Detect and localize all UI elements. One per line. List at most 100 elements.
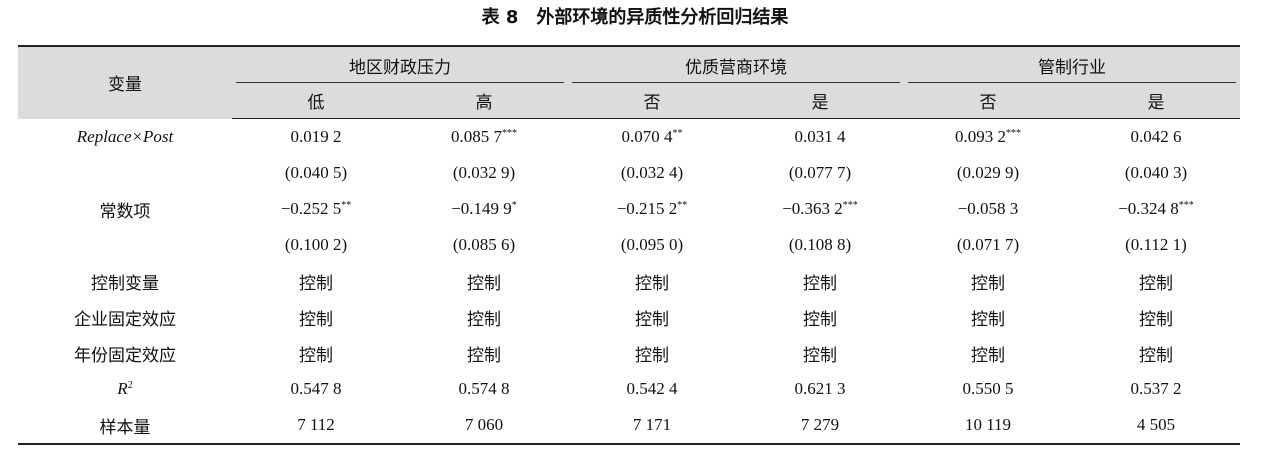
table-row: 控制变量 控制 控制 控制 控制 控制 控制 <box>18 263 1240 299</box>
cell: 0.542 4 <box>626 379 678 398</box>
cell: (0.077 7) <box>788 163 852 182</box>
cell: (0.032 9) <box>452 163 516 182</box>
sub-header: 否 <box>904 83 1072 119</box>
cell: 0.019 2 <box>290 127 342 146</box>
cell: −0.215 2** <box>568 191 736 227</box>
cell-text: 0.070 4 <box>621 127 673 146</box>
cell-text: −0.149 9 <box>451 199 512 218</box>
cell: 控制 <box>971 345 1005 365</box>
cell: 10 119 <box>964 415 1012 434</box>
cell: 0.547 8 <box>290 379 342 398</box>
sub-header: 是 <box>1072 83 1240 119</box>
cell: 控制 <box>971 309 1005 329</box>
superscript: *** <box>502 128 517 139</box>
table-row: 年份固定效应 控制 控制 控制 控制 控制 控制 <box>18 335 1240 371</box>
superscript: *** <box>1178 200 1194 211</box>
superscript: * <box>511 200 517 211</box>
superscript: ** <box>672 128 683 139</box>
sub-header: 高 <box>400 83 568 119</box>
cell: 控制 <box>467 309 501 329</box>
cell: 控制 <box>299 345 333 365</box>
cell-text: −0.252 5 <box>280 199 342 218</box>
superscript: *** <box>1006 128 1021 139</box>
row-label: 常数项 <box>99 201 151 221</box>
sub-header: 否 <box>568 83 736 119</box>
row-label <box>18 227 232 263</box>
cell: −0.252 5** <box>232 191 400 227</box>
cell: 控制 <box>1139 309 1173 329</box>
cell-text: −0.215 2 <box>616 199 678 218</box>
row-label: 企业固定效应 <box>74 309 176 329</box>
cell: 0.070 4** <box>568 119 736 156</box>
cell: 控制 <box>803 309 837 329</box>
cell-text: 0.085 7 <box>451 127 502 146</box>
cell: 7 279 <box>800 415 840 434</box>
cell: 控制 <box>635 273 669 293</box>
cell-text: −0.363 2 <box>782 199 843 218</box>
table-body: Replace×Post 0.019 2 0.085 7*** 0.070 4** 0.… <box>18 119 1240 445</box>
cell: (0.100 2) <box>284 235 348 254</box>
table-title: 表 8 外部环境的异质性分析回归结果 <box>481 7 789 28</box>
cell: 0.093 2*** <box>904 119 1072 156</box>
cell-text: −0.324 8 <box>1118 199 1179 218</box>
cell: (0.029 9) <box>956 163 1020 182</box>
cell: 4 505 <box>1136 415 1176 434</box>
superscript: ** <box>341 200 352 211</box>
cell: 控制 <box>635 309 669 329</box>
cell: 0.621 3 <box>794 379 846 398</box>
cell: 控制 <box>803 345 837 365</box>
table-row: R2 0.547 8 0.574 8 0.542 4 0.621 3 0.550 5 0.5… <box>18 371 1240 407</box>
cell: −0.149 9* <box>400 191 568 227</box>
group-header: 管制行业 <box>904 46 1240 83</box>
cell: (0.040 5) <box>284 163 348 182</box>
cell: 0.085 7*** <box>400 119 568 156</box>
cell: −0.058 3 <box>957 199 1019 218</box>
cell: 0.574 8 <box>458 379 510 398</box>
cell: 控制 <box>971 273 1005 293</box>
cell: 控制 <box>299 309 333 329</box>
cell: (0.032 4) <box>620 163 684 182</box>
cell: 0.550 5 <box>962 379 1014 398</box>
cell: 控制 <box>299 273 333 293</box>
row-label: 年份固定效应 <box>74 345 176 365</box>
header-row: 变量 地区财政压力 优质营商环境 管制行业 <box>18 46 1240 94</box>
superscript: *** <box>842 200 858 211</box>
cell: 控制 <box>467 273 501 293</box>
cell: 控制 <box>1139 345 1173 365</box>
cell: (0.112 1) <box>1125 235 1187 254</box>
cell: 控制 <box>467 345 501 365</box>
cell: 控制 <box>635 345 669 365</box>
table-row: (0.100 2) (0.085 6) (0.095 0) (0.108 8) (0.0… <box>18 227 1240 263</box>
table-row: (0.040 5) (0.032 9) (0.032 4) (0.077 7) (0.0… <box>18 155 1240 191</box>
cell: 0.537 2 <box>1130 379 1182 398</box>
cell: 控制 <box>803 273 837 293</box>
cell: −0.324 8*** <box>1072 191 1240 227</box>
table-row: Replace×Post 0.019 2 0.085 7*** 0.070 4** 0.… <box>18 119 1240 156</box>
superscript: ** <box>677 200 688 211</box>
cell: (0.040 3) <box>1124 163 1188 182</box>
table-row: 样本量 7 112 7 060 7 171 7 279 10 119 4 505 <box>18 407 1240 444</box>
group-header: 地区财政压力 <box>232 46 568 83</box>
superscript: 2 <box>127 380 133 391</box>
cell: (0.108 8) <box>788 235 852 254</box>
cell: 0.042 6 <box>1130 127 1182 146</box>
row-label: R2 <box>18 371 232 407</box>
sub-header: 是 <box>736 83 904 119</box>
cell: (0.095 0) <box>620 235 684 254</box>
header-row: 低高否是否是 <box>18 83 1240 119</box>
regression-table: 变量 地区财政压力 优质营商环境 管制行业 低高否是否是 Replace×Post 0… <box>18 45 1240 445</box>
cell: 7 060 <box>464 415 504 434</box>
cell: 7 171 <box>632 415 672 434</box>
cell: −0.363 2*** <box>736 191 904 227</box>
table-row: 常数项 −0.252 5** −0.149 9* −0.215 2** −0.363 2… <box>18 191 1240 227</box>
row-label: Replace×Post <box>18 119 232 156</box>
sub-header: 低 <box>232 83 400 119</box>
cell-text: R <box>117 379 128 398</box>
group-header: 优质营商环境 <box>568 46 904 83</box>
header-label: 变量 <box>108 75 142 95</box>
table-header: 变量 地区财政压力 优质营商环境 管制行业 低高否是否是 <box>18 46 1240 119</box>
row-label <box>18 155 232 191</box>
row-label: 控制变量 <box>91 273 159 293</box>
cell-text: Replace×Post <box>76 126 174 146</box>
